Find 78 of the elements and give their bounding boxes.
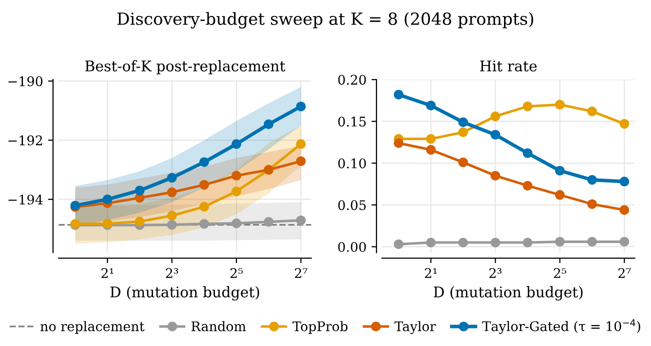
legend-label: Taylor xyxy=(394,321,436,334)
legend-label: Taylor-Gated (τ = 10$^{−4}$) xyxy=(482,319,640,334)
y-tick-label: 0.05 xyxy=(338,200,366,210)
point xyxy=(426,100,436,110)
point xyxy=(587,236,597,247)
point xyxy=(619,205,630,215)
legend-label: TopProb xyxy=(292,321,348,334)
point xyxy=(554,190,565,200)
y-tick-label: 0.20 xyxy=(338,74,366,85)
x-tick-label: 2³ xyxy=(166,268,178,278)
y-tick-label: 0.00 xyxy=(338,242,366,252)
x-tick-label: 2¹ xyxy=(424,268,437,278)
point xyxy=(232,170,242,181)
point xyxy=(296,156,306,166)
point xyxy=(167,220,177,230)
y-tick-label: 0.10 xyxy=(338,158,366,168)
point xyxy=(490,130,500,140)
y-tick-label: −190 xyxy=(8,76,42,86)
y-tick-label: 0.15 xyxy=(338,116,366,127)
point xyxy=(619,236,630,247)
x-tick-label: 2³ xyxy=(489,268,502,278)
point xyxy=(426,238,436,248)
point xyxy=(587,175,597,185)
point xyxy=(522,101,532,112)
point xyxy=(296,139,306,149)
x-tick-label: 2⁵ xyxy=(230,268,243,278)
point xyxy=(199,219,210,229)
point xyxy=(619,176,630,186)
point xyxy=(264,119,274,130)
point xyxy=(587,199,597,209)
x-axis-title: D (mutation budget) xyxy=(110,286,260,301)
point xyxy=(167,172,177,183)
point xyxy=(232,139,242,149)
point xyxy=(490,111,500,122)
point xyxy=(296,102,306,112)
x-tick-label: 2⁷ xyxy=(294,268,308,278)
point xyxy=(426,144,436,155)
point xyxy=(199,202,210,212)
point xyxy=(199,157,210,167)
point xyxy=(232,186,242,196)
point xyxy=(296,215,306,226)
chart-title: Best-of-K post-replacement xyxy=(85,60,286,74)
x-axis-title: D (mutation budget) xyxy=(434,286,583,301)
point xyxy=(458,117,468,128)
legend-label: no replacement xyxy=(40,321,144,334)
text: Discovery-budget sweep at K = 8 (2048 prompts) xyxy=(117,12,534,28)
point xyxy=(522,180,532,191)
point xyxy=(458,238,468,248)
point xyxy=(490,238,500,248)
point xyxy=(522,148,532,158)
point xyxy=(394,90,404,100)
point xyxy=(394,138,404,148)
point xyxy=(458,157,468,168)
x-tick-label: 2¹ xyxy=(101,268,114,278)
legend-label: Random xyxy=(191,321,246,332)
y-tick-label: −194 xyxy=(8,194,43,205)
x-tick-label: 2⁷ xyxy=(618,268,631,278)
point xyxy=(490,170,500,181)
point xyxy=(264,216,274,227)
point xyxy=(426,134,436,144)
point xyxy=(232,218,242,228)
point xyxy=(134,216,145,226)
point xyxy=(554,166,565,176)
x-tick-label: 2⁵ xyxy=(554,268,566,278)
point xyxy=(554,236,565,247)
point xyxy=(199,180,210,190)
point xyxy=(554,100,565,110)
point xyxy=(102,194,112,204)
point xyxy=(134,186,145,196)
point xyxy=(167,187,177,198)
y-tick-label: −192 xyxy=(8,135,42,146)
point xyxy=(522,238,532,248)
chart-title: Hit rate xyxy=(480,60,537,72)
point xyxy=(619,119,630,129)
point xyxy=(394,239,404,250)
point xyxy=(458,127,468,138)
point xyxy=(167,210,177,220)
point xyxy=(587,106,597,116)
